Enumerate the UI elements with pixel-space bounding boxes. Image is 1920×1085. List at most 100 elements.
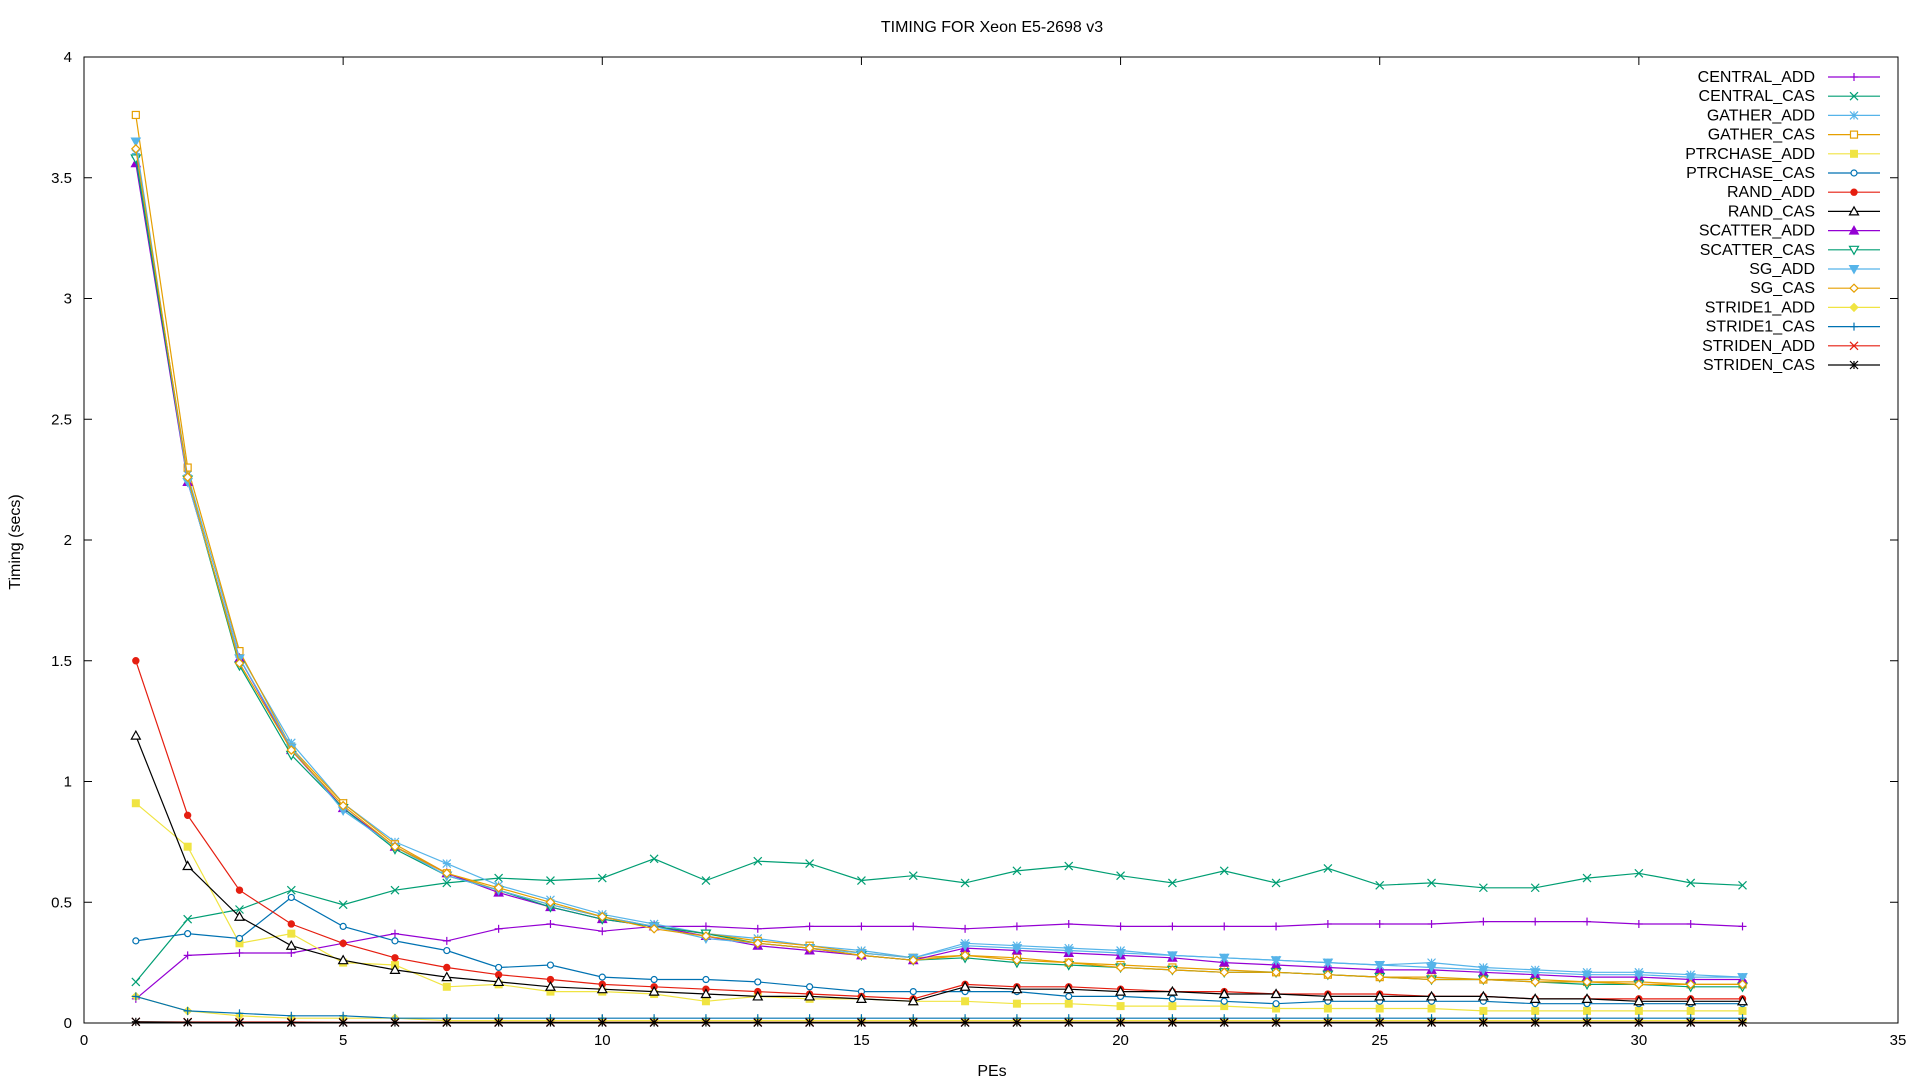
data-point-striden-cas-8 <box>494 1018 504 1027</box>
data-point-rand-cas-2 <box>182 860 194 871</box>
data-point-sg-add-17 <box>959 941 971 952</box>
data-point-rand-cas-13 <box>752 990 764 1001</box>
data-point-ptrchase-add-28 <box>1531 1006 1540 1015</box>
series-rand-cas <box>130 729 1749 1006</box>
data-point-sg-add-20 <box>1115 948 1126 959</box>
data-point-striden-cas-16 <box>908 1018 918 1027</box>
data-point-central-cas-20 <box>1116 871 1125 881</box>
data-point-central-add-17 <box>961 924 970 933</box>
legend-marker-scatter-cas <box>1848 245 1860 256</box>
y-tick-label-4: 2 <box>64 532 72 549</box>
legend-marker-central-add <box>1850 73 1858 81</box>
data-point-ptrchase-add-24 <box>1323 1004 1332 1013</box>
data-point-central-cas-28 <box>1530 883 1540 893</box>
data-point-sg-add-30 <box>1633 970 1645 981</box>
data-point-striden-cas-15 <box>857 1018 866 1027</box>
data-point-central-add-23 <box>1272 922 1281 931</box>
data-point-ptrchase-cas-1 <box>132 937 140 945</box>
data-point-stride1-cas-5 <box>339 1011 348 1020</box>
x-tick-label-4: 20 <box>1112 1032 1129 1049</box>
legend-marker-striden-add <box>1849 341 1859 351</box>
data-point-striden-cas-20 <box>1116 1018 1125 1027</box>
legend-label-striden-add: STRIDEN_ADD <box>1702 338 1815 355</box>
data-point-striden-cas-29 <box>1582 1018 1592 1027</box>
data-point-sg-cas-13 <box>752 938 763 949</box>
data-point-central-cas-9 <box>546 876 555 885</box>
data-point-central-cas-29 <box>1582 873 1592 883</box>
data-point-central-add-9 <box>546 919 555 928</box>
data-point-sg-cas-26 <box>1426 974 1437 985</box>
x-tick-label-6: 30 <box>1631 1032 1648 1049</box>
data-point-sg-add-25 <box>1374 961 1386 971</box>
data-point-central-add-28 <box>1531 917 1540 926</box>
legend-label-sg-add: SG_ADD <box>1749 261 1815 278</box>
data-point-ptrchase-cas-8 <box>495 963 503 972</box>
data-point-ptrchase-add-19 <box>1064 999 1073 1008</box>
data-point-striden-cas-27 <box>1478 1018 1488 1027</box>
data-point-striden-cas-3 <box>235 1018 244 1027</box>
data-point-sg-cas-30 <box>1634 979 1644 990</box>
x-tick-label-5: 25 <box>1371 1032 1388 1049</box>
data-point-ptrchase-add-25 <box>1375 1004 1384 1013</box>
data-point-central-cas-8 <box>494 873 504 883</box>
data-point-rand-cas-24 <box>1322 990 1334 1001</box>
data-point-central-add-30 <box>1634 919 1643 928</box>
data-point-rand-cas-30 <box>1633 995 1645 1006</box>
chart-title: TIMING FOR Xeon E5-2698 v3 <box>881 19 1103 36</box>
data-point-sg-add-26 <box>1426 963 1437 973</box>
data-point-ptrchase-cas-23 <box>1272 1000 1280 1008</box>
data-point-sg-cas-23 <box>1271 967 1281 978</box>
data-point-sg-cas-1 <box>130 143 141 154</box>
data-point-rand-cas-32 <box>1736 995 1749 1006</box>
data-point-sg-add-18 <box>1011 944 1023 954</box>
legend-marker-stride1-cas <box>1850 322 1858 331</box>
legend-item-ptrchase-cas: PTRCHASE_CAS <box>1686 165 1880 182</box>
data-point-rand-cas-29 <box>1581 993 1593 1003</box>
data-point-striden-cas-17 <box>960 1018 970 1027</box>
data-point-central-add-2 <box>183 951 192 960</box>
legend-marker-rand-add <box>1850 188 1858 196</box>
data-point-rand-add-1 <box>132 657 140 665</box>
data-point-sg-add-27 <box>1478 965 1489 976</box>
legend-label-sg-cas: SG_CAS <box>1750 280 1815 297</box>
legend-label-stride1-add: STRIDE1_ADD <box>1705 299 1815 316</box>
data-point-rand-cas-11 <box>648 985 660 996</box>
data-point-striden-cas-12 <box>701 1018 711 1027</box>
series-line-central-cas <box>135 858 1743 983</box>
legend-item-striden-cas: STRIDEN_CAS <box>1703 357 1880 374</box>
data-point-rand-cas-8 <box>493 976 505 987</box>
legend-item-sg-cas: SG_CAS <box>1750 280 1880 297</box>
data-point-striden-cas-21 <box>1167 1018 1177 1027</box>
data-point-rand-cas-6 <box>389 964 401 974</box>
y-tick-label-8: 4 <box>64 49 72 66</box>
data-point-sg-cas-11 <box>649 923 659 934</box>
data-point-ptrchase-cas-22 <box>1220 997 1228 1005</box>
data-point-ptrchase-cas-16 <box>909 988 917 996</box>
legend: CENTRAL_ADD CENTRAL_CAS GATHER_ADD GATHER_C… <box>1685 69 1880 374</box>
data-point-striden-cas-11 <box>649 1018 659 1027</box>
data-point-central-cas-4 <box>286 885 296 895</box>
data-point-central-add-27 <box>1479 917 1488 926</box>
data-point-central-add-16 <box>909 922 918 931</box>
x-tick-label-7: 35 <box>1890 1032 1907 1049</box>
data-point-rand-cas-26 <box>1426 990 1438 1001</box>
data-point-sg-add-19 <box>1063 946 1075 957</box>
data-point-sg-add-28 <box>1529 968 1541 978</box>
data-point-rand-cas-25 <box>1374 990 1386 1001</box>
legend-label-stride1-cas: STRIDE1_CAS <box>1706 319 1815 336</box>
data-point-sg-cas-32 <box>1737 979 1748 990</box>
data-point-rand-cas-28 <box>1529 993 1541 1003</box>
data-point-striden-cas-5 <box>338 1018 348 1027</box>
data-point-striden-cas-30 <box>1634 1018 1644 1027</box>
data-point-sg-cas-4 <box>286 745 297 755</box>
data-point-central-add-32 <box>1738 922 1747 931</box>
data-point-central-cas-14 <box>805 859 815 869</box>
series-line-stride1-cas <box>135 995 1743 1019</box>
data-point-sg-cas-25 <box>1374 972 1385 982</box>
legend-label-scatter-cas: SCATTER_CAS <box>1700 242 1815 259</box>
data-point-ptrchase-add-2 <box>183 842 192 851</box>
data-point-striden-cas-26 <box>1427 1018 1436 1027</box>
data-point-ptrchase-cas-12 <box>702 975 710 984</box>
